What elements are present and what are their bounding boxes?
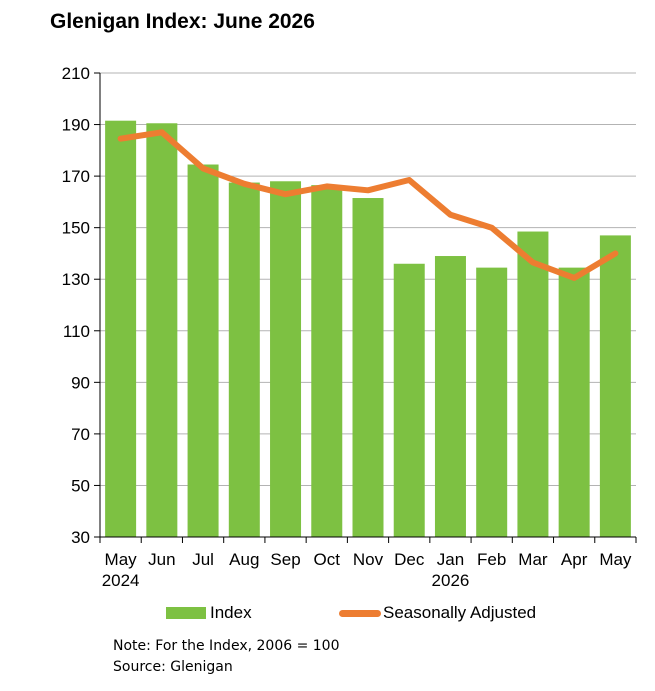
bar-index [228,182,260,538]
y-tick-label: 150 [62,219,90,238]
x-tick-label: May [599,550,632,569]
bar-index [352,198,384,537]
y-tick-label: 190 [62,116,90,135]
x-tick-sublabel: 2026 [432,571,470,590]
seasonal-line-group [117,129,619,281]
x-tick-label: Oct [314,550,341,569]
bar-index [517,231,549,538]
x-tick-label: Jul [192,550,214,569]
legend-swatch-index [166,607,206,619]
chart-title: Glenigan Index: June 2026 [50,10,315,33]
tick-labels-group: 30 50 70 90 110 130 150 170 190 210 May 2024 Jun Jul A… [62,64,632,590]
x-tick-sublabel: 2024 [102,571,140,590]
legend-swatch-seasonally-adjusted [339,609,381,617]
bar-index [105,120,137,537]
legend-item-index: Index [166,603,252,623]
bar-index [393,263,425,537]
x-tick-label: Aug [229,550,259,569]
y-tick-label: 170 [62,167,90,186]
x-tick-label: May [105,550,138,569]
note-line: Note: For the Index, 2006 = 100 [113,638,340,654]
x-tick-label: Mar [518,550,548,569]
x-tick-label: Apr [561,550,588,569]
bar-index [434,256,466,537]
legend-label-seasonally-adjusted: Seasonally Adjusted [383,603,537,622]
chart-notes: Note: For the Index, 2006 = 100 Source: … [113,636,339,678]
bars-group [105,120,631,538]
bar-index [311,185,343,537]
y-tick-label: 90 [71,373,90,392]
y-tick-label: 30 [71,528,90,547]
bar-index [270,181,302,537]
seasonally-adjusted-line [117,129,619,281]
x-tick-label: Feb [477,550,506,569]
y-tick-label: 50 [71,476,90,495]
source-line: Source: Glenigan [113,659,233,675]
legend: Index Seasonally Adjusted [0,603,655,627]
x-tick-label: Nov [353,550,384,569]
x-tick-label: Sep [270,550,300,569]
bar-index [146,123,178,538]
y-tick-label: 130 [62,270,90,289]
y-tick-label: 70 [71,425,90,444]
bar-index [599,235,631,537]
x-tick-label: Jun [148,550,175,569]
bar-index [558,267,590,537]
x-tick-label: Dec [394,550,425,569]
legend-label-index: Index [210,603,252,622]
x-tick-label: Jan [437,550,464,569]
bar-index [476,267,508,537]
axes-group [94,72,637,543]
y-tick-label: 110 [63,322,90,341]
bar-index [187,164,219,537]
y-tick-label: 210 [62,64,90,83]
chart-svg: 30 50 70 90 110 130 150 170 190 210 May 2024 Jun Jul A… [62,64,637,590]
legend-item-seasonally-adjusted: Seasonally Adjusted [339,603,536,623]
